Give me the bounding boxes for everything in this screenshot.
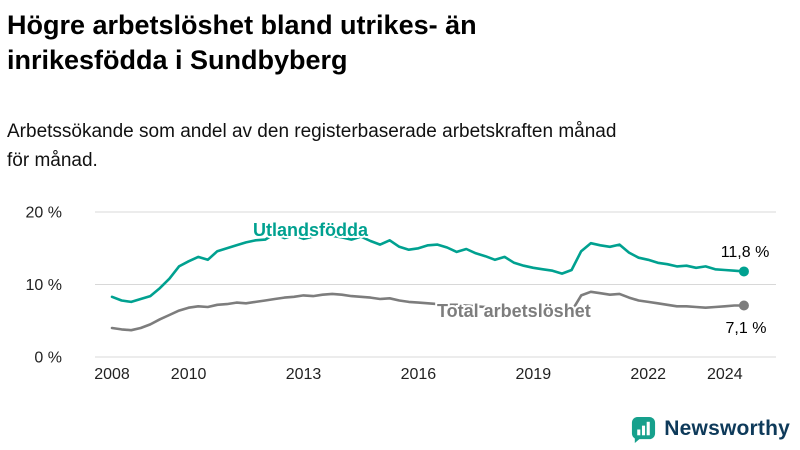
series-end-dot — [738, 266, 749, 277]
chart-subtitle: Arbetssökande som andel av den registerb… — [7, 121, 617, 171]
series-label: Utlandsfödda — [253, 220, 369, 240]
series-end-value: 7,1 % — [726, 320, 767, 337]
x-tick-label: 2013 — [286, 366, 322, 383]
brand-name: Newsworthy — [664, 417, 790, 440]
y-tick-label: 10 % — [26, 277, 62, 294]
x-tick-label: 2019 — [516, 366, 552, 383]
x-tick-label: 2016 — [401, 366, 437, 383]
x-tick-label: 2010 — [171, 366, 207, 383]
y-tick-label: 0 % — [34, 350, 62, 367]
series-end-value: 11,8 % — [721, 244, 770, 261]
newsworthy-logo-link[interactable]: Newsworthy — [630, 414, 790, 444]
series-line-utlandsfodda — [110, 232, 746, 304]
series-end-dot — [738, 300, 749, 311]
page-title: Högre arbetslöshet bland utrikes- än inr… — [7, 10, 477, 76]
line-chart: 0 % 10 % 20 % 2008 2010 2013 2016 2019 2022 2024 U… — [26, 205, 776, 383]
x-tick-label: 2022 — [630, 366, 666, 383]
series-line-total — [110, 290, 746, 332]
y-tick-label: 20 % — [26, 205, 62, 222]
series-label: Total arbetslöshet — [437, 301, 591, 321]
newsworthy-bar-chart-icon — [632, 416, 656, 443]
x-tick-label: 2008 — [94, 366, 130, 383]
x-tick-label: 2024 — [707, 366, 743, 383]
